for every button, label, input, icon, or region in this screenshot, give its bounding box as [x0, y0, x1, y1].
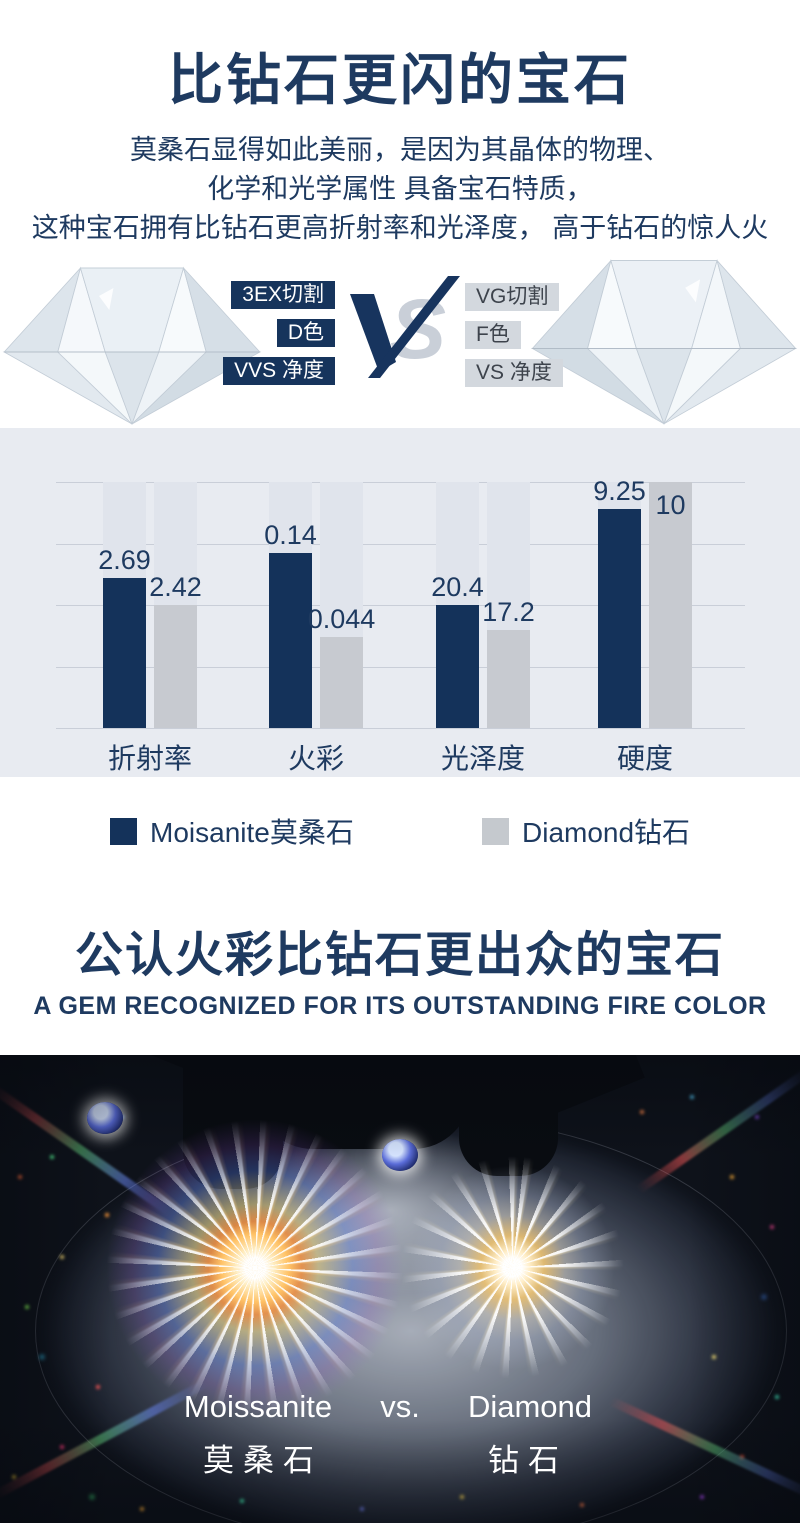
light-speckles	[0, 1055, 4, 1059]
moissanite-spec-badges: 3EX切割 D色 VVS 净度	[223, 281, 335, 385]
bar-value-label: 0.14	[264, 520, 317, 550]
photo-label-diamond-cn: 钻石	[488, 1443, 568, 1478]
intro-text: 莫桑石显得如此美丽，是因为其晶体的物理、 化学和光学属性 具备宝石特质， 这种宝…	[0, 131, 800, 248]
gridline	[56, 667, 745, 668]
gridline	[56, 482, 745, 483]
category-label: 折射率	[107, 743, 193, 774]
fire-title: 公认火彩比钻石更出众的宝石	[74, 929, 725, 982]
moissanite-gem-image	[2, 266, 262, 426]
bar-value-label: 2.69	[98, 545, 151, 575]
photo-label-diamond-en: Diamond	[467, 1389, 593, 1424]
gridline	[56, 728, 745, 729]
spec-badge-color: F色	[465, 321, 521, 349]
category-label: 光泽度	[440, 743, 526, 774]
fire-comparison-photo: Moissanite vs. Diamond 莫桑石 钻石	[0, 1055, 800, 1523]
intro-line: 莫桑石显得如此美丽，是因为其晶体的物理、	[130, 135, 670, 165]
legend-label: Moisanite莫桑石	[150, 817, 354, 848]
moissanite-fire-burst	[87, 1102, 405, 1418]
diamond-stone	[382, 1139, 418, 1171]
legend-item-moissanite: Moisanite莫桑石	[110, 811, 354, 851]
gridline	[56, 605, 745, 606]
spec-badge-cut: VG切割	[465, 283, 560, 311]
comparison-chart: 2.69 2.42 折射率 0.14 0.044 火彩 20.4 17.2 光泽度 9.25 10 硬…	[0, 428, 800, 777]
fire-section: 公认火彩比钻石更出众的宝石 A GEM RECOGNIZED FOR ITS O…	[0, 845, 800, 1021]
diamond-bar	[154, 605, 197, 728]
header: 比钻石更闪的宝石 莫桑石显得如此美丽，是因为其晶体的物理、 化学和光学属性 具备…	[0, 0, 800, 248]
bar-value-label: 10	[655, 490, 686, 520]
fire-subtitle-en: A GEM RECOGNIZED FOR ITS OUTSTANDING FIR…	[33, 992, 767, 1020]
intro-line: 化学和光学属性 具备宝石特质，	[207, 174, 593, 204]
category-label: 火彩	[287, 743, 345, 774]
moissanite-bar	[269, 553, 312, 728]
photo-label-moissanite-cn: 莫桑石	[203, 1443, 323, 1478]
diamond-spec-badges: VG切割 F色 VS 净度	[465, 283, 563, 387]
diamond-bar	[487, 630, 530, 728]
spec-badge-cut: 3EX切割	[231, 281, 335, 309]
spec-badge-clarity: VS 净度	[465, 359, 563, 387]
diamond-bar	[320, 637, 363, 728]
diamond-bar	[649, 482, 692, 728]
spec-badge-clarity: VVS 净度	[223, 357, 335, 385]
gem-comparison: 3EX切割 D色 VVS 净度 S VG切割 F色 VS 净度	[0, 248, 800, 428]
bar-value-label: 20.4	[431, 572, 484, 602]
bar-value-label: 2.42	[149, 572, 202, 602]
moissanite-bar	[436, 605, 479, 728]
vs-logo: S	[350, 276, 460, 378]
diamond-fire-burst	[382, 1139, 625, 1380]
bar-value-label: 9.25	[593, 476, 646, 506]
gridline	[56, 544, 745, 545]
moissanite-bar	[103, 578, 146, 728]
moissanite-bar	[598, 509, 641, 728]
page-title: 比钻石更闪的宝石	[167, 49, 632, 111]
legend-item-diamond: Diamond钻石	[482, 811, 690, 851]
photo-label-vs: vs.	[380, 1389, 420, 1424]
spec-badge-color: D色	[276, 319, 335, 347]
legend-label: Diamond钻石	[522, 817, 691, 848]
chart-legend: Moisanite莫桑石 Diamond钻石	[0, 777, 800, 848]
category-label: 硬度	[616, 743, 674, 774]
bar-value-label: 0.044	[307, 604, 376, 634]
moissanite-stone	[87, 1102, 123, 1134]
legend-swatch-gray	[482, 817, 509, 845]
diamond-gem-image	[530, 258, 798, 426]
bar-value-label: 17.2	[482, 597, 535, 627]
legend-swatch-navy	[110, 817, 137, 845]
intro-line: 这种宝石拥有比钻石更高折射率和光泽度， 高于钻石的惊人火	[31, 213, 769, 243]
photo-label-moissanite-en: Moissanite	[183, 1389, 333, 1424]
light-streak	[636, 1065, 800, 1194]
